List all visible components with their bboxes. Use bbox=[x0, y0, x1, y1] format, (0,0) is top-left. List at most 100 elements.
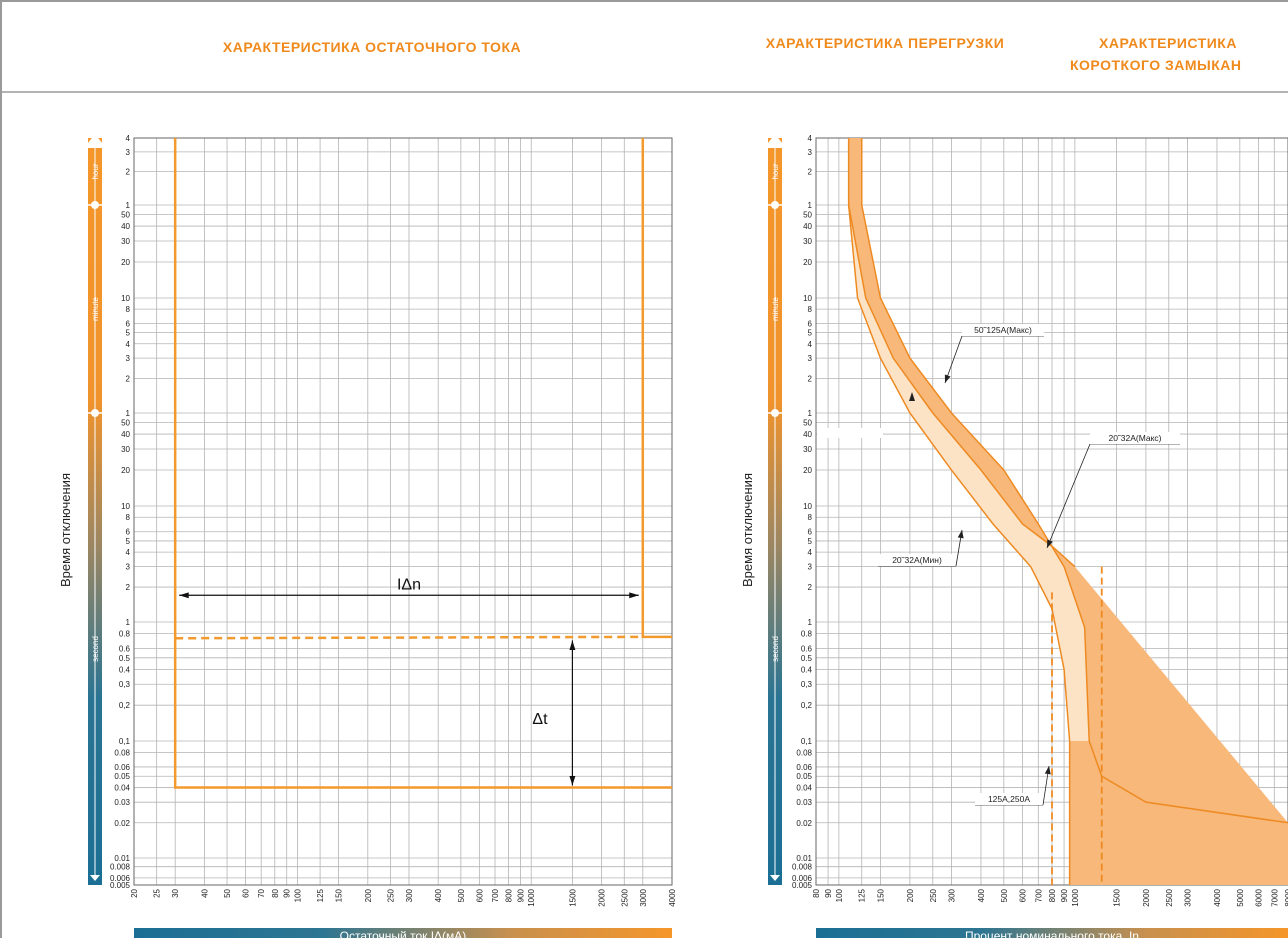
y-tick-label: 10 bbox=[803, 502, 812, 511]
x-tick-label: 500 bbox=[1000, 888, 1009, 902]
x-tick-label: 7000 bbox=[1270, 888, 1279, 906]
label-125a-250a-box bbox=[975, 793, 1043, 805]
bar-label-minute: minute bbox=[91, 296, 100, 321]
y-tick-label: 1 bbox=[808, 201, 813, 210]
y-tick-label: 3 bbox=[808, 148, 813, 157]
x-tick-label: 250 bbox=[386, 888, 395, 902]
x-tick-label: 400 bbox=[434, 888, 443, 902]
y-tick-label: 40 bbox=[121, 430, 130, 439]
y-tick-label: 40 bbox=[121, 222, 130, 231]
x-tick-label: 80 bbox=[812, 888, 821, 897]
x-tick-label: 40 bbox=[200, 888, 209, 897]
idn-label: IΔn bbox=[397, 576, 421, 593]
y-tick-label: 8 bbox=[808, 305, 813, 314]
y-tick-label: 0.01 bbox=[796, 854, 812, 863]
y-tick-label: 30 bbox=[803, 445, 812, 454]
max-20-32a-curve bbox=[847, 138, 1076, 568]
y-tick-label: 50 bbox=[121, 210, 130, 219]
y-tick-label: 3 bbox=[126, 563, 131, 572]
y-tick-label: 0.6 bbox=[801, 644, 813, 653]
y-tick-label: 0.008 bbox=[792, 863, 813, 872]
bar-top-arrow-icon bbox=[84, 134, 106, 148]
x-tick-label: 3000 bbox=[639, 888, 648, 906]
x-tick-label: 80 bbox=[271, 888, 280, 897]
bar-label-hour: hour bbox=[91, 163, 100, 179]
bar-label-hour: hour bbox=[771, 163, 780, 179]
x-tick-label: 150 bbox=[335, 888, 344, 902]
y-tick-label: 3 bbox=[126, 354, 131, 363]
residual-series-1 bbox=[173, 138, 672, 789]
y-axis-label: Время отключения bbox=[58, 473, 73, 587]
y-tick-label: 0,2 bbox=[801, 701, 813, 710]
x-tick-label: 125 bbox=[316, 888, 325, 902]
x-tick-label: 3000 bbox=[1183, 888, 1192, 906]
y-tick-label: 5 bbox=[126, 537, 131, 546]
x-tick-label: 400 bbox=[977, 888, 986, 902]
y-tick-label: 5 bbox=[808, 329, 813, 338]
y-tick-label: 6 bbox=[808, 320, 813, 329]
x-tick-label: 60 bbox=[242, 888, 251, 897]
x-tick-label: 25 bbox=[153, 888, 162, 897]
label-50-125a-max-arrowhead bbox=[944, 374, 951, 383]
label-125a-250a-arrowhead bbox=[1044, 766, 1051, 775]
x-tick-label: 800 bbox=[505, 888, 514, 902]
x-tick-label: 1500 bbox=[568, 888, 577, 906]
y-tick-label: 1 bbox=[808, 618, 813, 627]
x-axis-label: Остаточный ток IΔ(мА) bbox=[340, 929, 467, 938]
y-tick-label: 50 bbox=[803, 210, 812, 219]
y-tick-label: 2 bbox=[808, 374, 813, 383]
y-tick-label: 3 bbox=[808, 354, 813, 363]
y-tick-label: 0,1 bbox=[801, 737, 813, 746]
y-tick-label: 6 bbox=[808, 528, 813, 537]
x-tick-label: 600 bbox=[1019, 888, 1028, 902]
y-tick-label: 0.04 bbox=[114, 784, 130, 793]
x-tick-label: 800 bbox=[1048, 888, 1057, 902]
y-tick-label: 10 bbox=[121, 502, 130, 511]
label-20-32a-max-leader bbox=[1046, 443, 1091, 549]
x-tick-label: 100 bbox=[835, 888, 844, 902]
y-tick-label: 4 bbox=[126, 340, 131, 349]
y-tick-label: 4 bbox=[126, 134, 131, 143]
header-overload: ХАРАКТЕРИСТИКА ПЕРЕГРУЗКИ bbox=[766, 35, 1005, 51]
header-short-circuit-line2: КОРОТКОГО ЗАМЫКАН bbox=[1070, 57, 1242, 73]
x-tick-label: 8000 bbox=[1284, 888, 1288, 906]
label-20-32a-min: 20˜32A(Мин) bbox=[892, 555, 942, 565]
y-tick-label: 0.05 bbox=[796, 772, 812, 781]
y-tick-label: 1 bbox=[126, 409, 131, 418]
x-tick-label: 125 bbox=[858, 888, 867, 902]
label-20-32a-max: 20˜32A(Макс) bbox=[1108, 433, 1161, 443]
y-tick-label: 2 bbox=[126, 168, 131, 177]
short-circuit-band bbox=[1069, 741, 1288, 885]
x-tick-label: 100 bbox=[293, 888, 302, 902]
y-tick-label: 0.01 bbox=[114, 854, 130, 863]
y-tick-label: 0.02 bbox=[114, 819, 130, 828]
x-tick-label: 90 bbox=[283, 888, 292, 897]
y-tick-label: 0.005 bbox=[792, 881, 813, 890]
gap-mask bbox=[817, 428, 883, 438]
y-tick-label: 2 bbox=[808, 583, 813, 592]
x-tick-label: 2000 bbox=[598, 888, 607, 906]
label-125a-250a: 125A,250A bbox=[988, 794, 1030, 804]
y-tick-label: 10 bbox=[803, 294, 812, 303]
x-tick-label: 900 bbox=[517, 888, 526, 902]
y-tick-label: 0.03 bbox=[796, 798, 812, 807]
x-tick-label: 4000 bbox=[1213, 888, 1222, 906]
bar-arrow-down-icon bbox=[770, 875, 780, 881]
x-tick-label: 90 bbox=[824, 888, 833, 897]
x-tick-label: 2500 bbox=[620, 888, 629, 906]
y-tick-label: 6 bbox=[126, 528, 131, 537]
dt-label: Δt bbox=[532, 711, 548, 728]
y-tick-label: 20 bbox=[803, 466, 812, 475]
y-tick-label: 0.06 bbox=[796, 763, 812, 772]
x-tick-label: 1000 bbox=[1071, 888, 1080, 906]
y-tick-label: 10 bbox=[121, 294, 130, 303]
idn-arrow-head-1 bbox=[179, 592, 189, 599]
y-tick-label: 50 bbox=[121, 418, 130, 427]
dt-arrow-head-2 bbox=[569, 776, 576, 786]
label-50-125a-max: 50˜125A(Макс) bbox=[974, 325, 1032, 335]
x-tick-label: 30 bbox=[171, 888, 180, 897]
x-tick-label: 5000 bbox=[1236, 888, 1245, 906]
label-20-32a-min-box bbox=[878, 554, 956, 566]
